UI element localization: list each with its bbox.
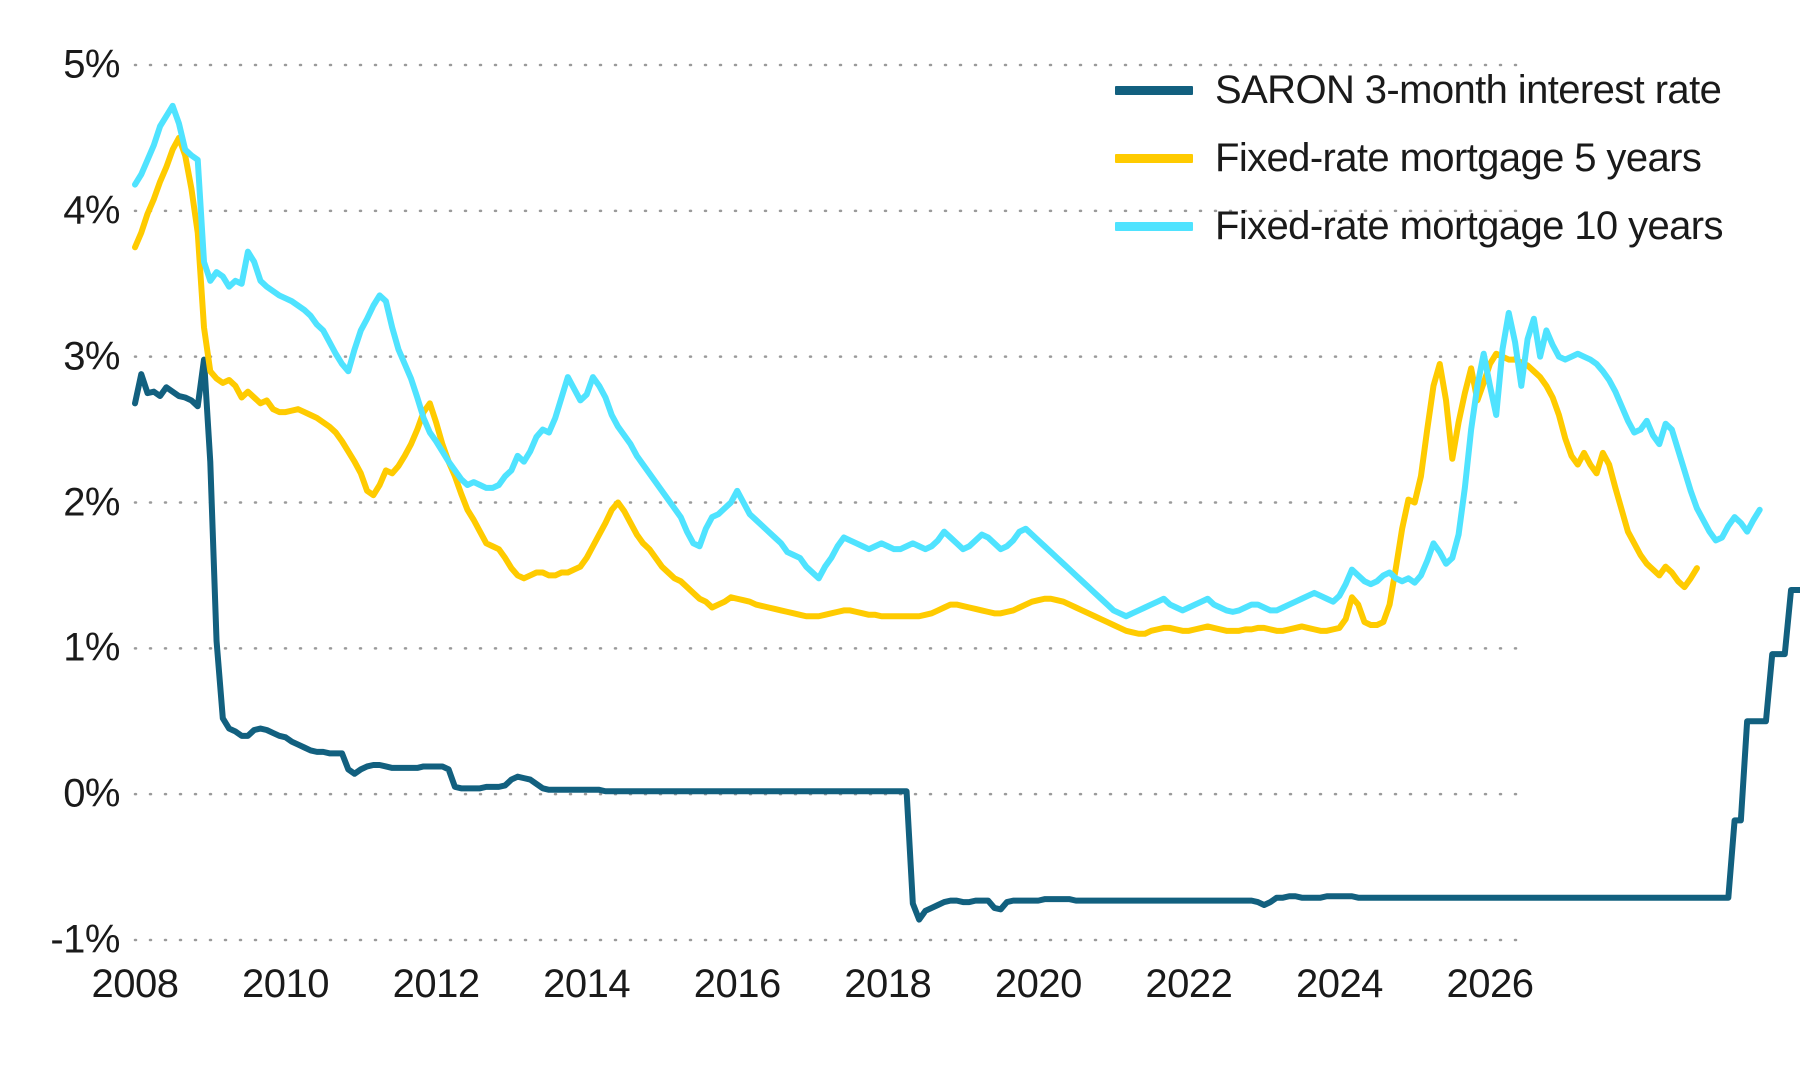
- x-tick-label: 2010: [242, 962, 330, 1006]
- series-line: [132, 102, 1763, 620]
- x-tick-label: 2008: [91, 962, 179, 1006]
- x-tick-label: 2022: [1145, 962, 1233, 1006]
- series-line: [132, 134, 1700, 637]
- x-tick-label: 2018: [844, 962, 932, 1006]
- legend-item[interactable]: SARON 3-month interest rate: [1115, 68, 1723, 113]
- y-tick-label: 1%: [63, 625, 120, 670]
- y-tick-label: 2%: [63, 480, 120, 524]
- y-axis: 5% 4% 3% 2% 1% 0% -1%: [0, 0, 120, 1080]
- legend-color-swatch: [1115, 222, 1193, 231]
- legend-label: SARON 3-month interest rate: [1215, 68, 1722, 112]
- legend-color-swatch: [1115, 154, 1193, 163]
- y-tick-label: 3%: [63, 334, 120, 379]
- legend-color-swatch: [1115, 86, 1193, 95]
- x-tick-label: 2020: [994, 962, 1082, 1006]
- x-tick-label: 2014: [543, 962, 631, 1006]
- y-tick-label: 5%: [63, 42, 120, 87]
- y-tick-label: -1%: [50, 917, 120, 962]
- chart-legend: SARON 3-month interest rate Fixed-rate mo…: [1115, 68, 1723, 249]
- x-tick-label: 2012: [392, 962, 480, 1006]
- legend-label: Fixed-rate mortgage 5 years: [1215, 136, 1702, 180]
- x-tick-label: 2016: [693, 962, 781, 1006]
- y-tick-label: 4%: [63, 188, 120, 233]
- series-line: [132, 356, 1800, 923]
- legend-item[interactable]: Fixed-rate mortgage 5 years: [1115, 136, 1723, 181]
- y-tick-label: 0%: [63, 771, 120, 816]
- x-tick-label: 2024: [1295, 962, 1383, 1006]
- x-tick-label: 2026: [1446, 962, 1534, 1006]
- series-lines: [132, 102, 1800, 923]
- legend-item[interactable]: Fixed-rate mortgage 10 years: [1115, 204, 1723, 249]
- legend-label: Fixed-rate mortgage 10 years: [1215, 204, 1723, 248]
